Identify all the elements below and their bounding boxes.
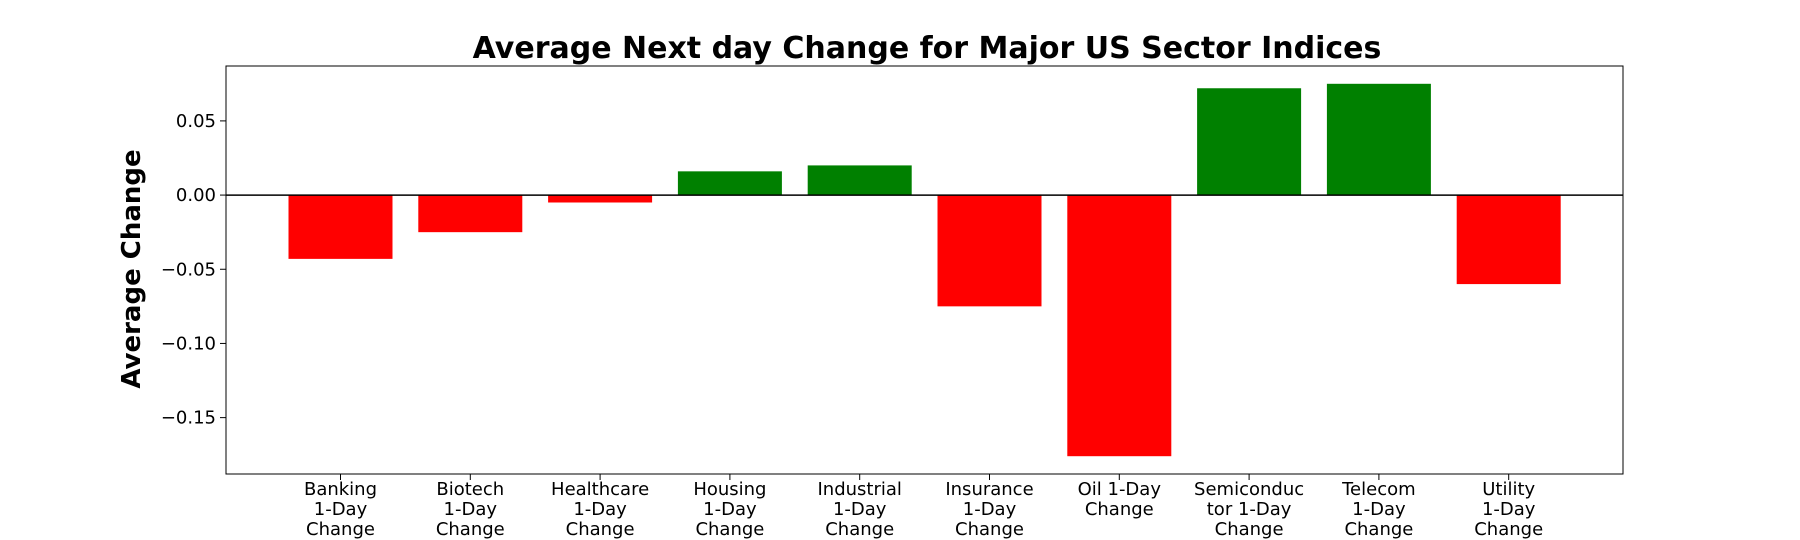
y-tick-label: −0.10 (161, 333, 216, 354)
x-tick-label: Semiconduc tor 1-Day Change (1194, 479, 1304, 540)
x-tick-label: Industrial 1-Day Change (817, 479, 901, 540)
y-tick-label: 0.05 (176, 111, 216, 132)
bar (677, 171, 782, 196)
y-axis-label: Average Change (117, 149, 147, 388)
bars-group (288, 83, 1561, 457)
x-tick-label: Insurance 1-Day Change (945, 479, 1033, 540)
bar (418, 195, 523, 233)
x-tick-label: Banking 1-Day Change (304, 479, 377, 540)
y-tick-label: −0.15 (161, 408, 216, 429)
x-tick-label: Healthcare 1-Day Change (551, 479, 649, 540)
y-tick-label: 0.00 (176, 185, 216, 206)
x-tick-label: Oil 1-Day Change (1078, 479, 1162, 520)
x-tick-label: Telecom 1-Day Change (1341, 479, 1416, 540)
bar (1067, 195, 1172, 457)
bar (1197, 88, 1302, 196)
bar (807, 165, 912, 196)
x-axis: Banking 1-Day Change Biotech 1-Day Change Heal… (304, 474, 1543, 540)
y-tick-label: −0.05 (161, 259, 216, 280)
x-tick-label: Biotech 1-Day Change (436, 479, 505, 540)
y-axis: 0.05 0.00 −0.05 −0.10 −0.15 (161, 111, 226, 429)
bar (288, 195, 393, 259)
bar (937, 195, 1042, 307)
plot-frame (225, 65, 1624, 475)
x-tick-label: Utility 1-Day Change (1474, 479, 1543, 540)
bar (1456, 195, 1561, 285)
chart-title: Average Next day Change for Major US Sec… (473, 31, 1382, 66)
x-tick-label: Housing 1-Day Change (693, 479, 766, 540)
bar (1326, 83, 1431, 196)
bar (548, 195, 653, 203)
